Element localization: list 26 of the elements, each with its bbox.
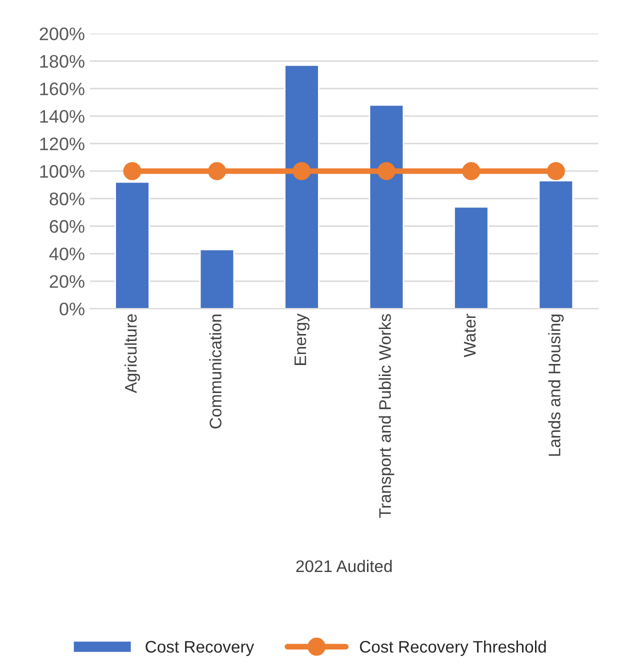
x-tick-label: Agriculture bbox=[124, 314, 140, 394]
y-tick-label: 160% bbox=[40, 82, 84, 96]
y-tick-label: 40% bbox=[49, 248, 84, 260]
y-tick-label: 80% bbox=[50, 192, 84, 206]
legend-label: Cost Recovery bbox=[146, 640, 254, 656]
y-tick-label: 120% bbox=[40, 138, 84, 150]
bar bbox=[114, 181, 150, 309]
y-tick-label: 200% bbox=[40, 27, 84, 40]
bar bbox=[284, 64, 320, 309]
y-tick-label: 60% bbox=[50, 220, 84, 233]
y-tick-label: 20% bbox=[50, 275, 84, 288]
y-tick-label: 0% bbox=[60, 302, 84, 316]
bar bbox=[538, 180, 574, 309]
y-tick-label: 100% bbox=[40, 165, 84, 178]
y-tick-label: 140% bbox=[40, 110, 84, 123]
x-tick-label: Transport and Public Works bbox=[378, 314, 394, 518]
bar bbox=[199, 248, 235, 309]
x-tick-label: Communication bbox=[209, 314, 222, 428]
legend-label: Cost Recovery Threshold bbox=[360, 640, 546, 656]
bar bbox=[454, 206, 489, 309]
x-tick-label: Lands and Housing bbox=[548, 314, 564, 456]
x-axis-title: 2021 Audited bbox=[296, 560, 392, 572]
y-tick-label: 180% bbox=[40, 54, 84, 68]
bar bbox=[368, 104, 404, 309]
x-tick-label: Water bbox=[464, 314, 476, 358]
x-tick-label: Energy bbox=[294, 314, 310, 365]
